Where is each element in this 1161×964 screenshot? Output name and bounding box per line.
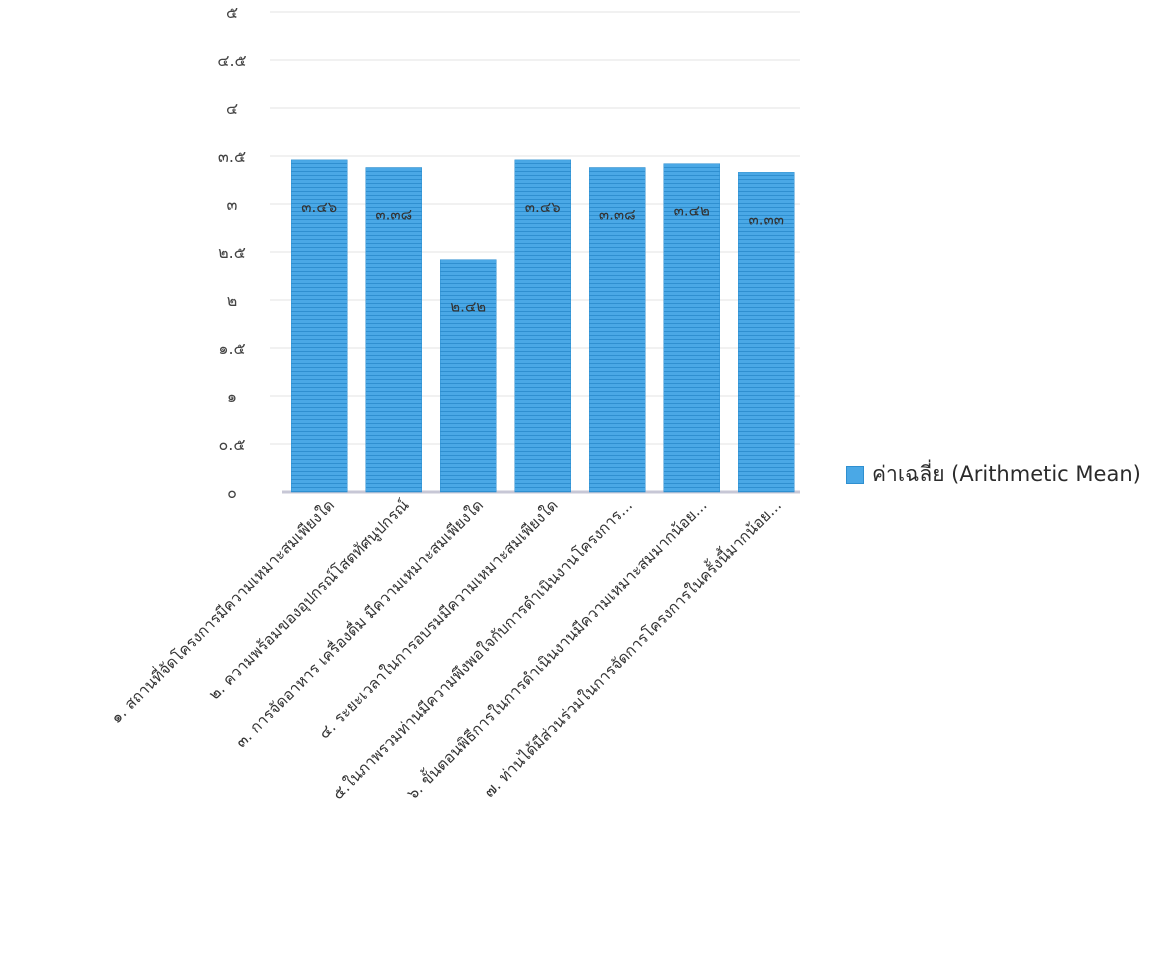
bar [738, 172, 795, 493]
y-tick-label: ๔ [226, 99, 238, 118]
bar [589, 167, 646, 493]
legend: ค่าเฉลี่ย (Arithmetic Mean) [846, 458, 1141, 491]
data-label: ๓.๔๖ [301, 198, 337, 216]
data-label: ๓.๓๘ [599, 206, 636, 224]
bar [440, 259, 497, 493]
bar [365, 167, 422, 493]
y-tick-label: ๔.๕ [217, 51, 246, 70]
bar [514, 159, 571, 493]
y-tick-label: ๑ [227, 387, 237, 406]
legend-label: ค่าเฉลี่ย (Arithmetic Mean) [872, 462, 1141, 486]
bars [291, 159, 795, 493]
y-tick-label: ๕ [226, 3, 238, 22]
bar [663, 163, 720, 493]
x-tick-label: ๓. การจัดอาหาร เครื่องดื่ม มีความเหมาะสม… [231, 495, 487, 751]
y-axis-ticks: ๐ ๐.๕ ๑ ๑.๕ ๒ ๒.๕ ๓ ๓.๕ ๔ ๔.๕ ๕ [217, 3, 246, 502]
y-tick-label: ๐ [227, 483, 237, 502]
y-tick-label: ๓.๕ [218, 147, 246, 166]
data-label: ๓.๓๘ [375, 206, 412, 224]
data-label: ๒.๔๒ [450, 298, 486, 316]
y-tick-label: ๒.๕ [218, 243, 246, 262]
data-label: ๓.๔๖ [525, 198, 561, 216]
legend-swatch [846, 465, 864, 484]
bar [291, 159, 348, 493]
x-axis-ticks: ๑. สถานที่จัดโครงการมีความเหมาะสมเพียงใด… [106, 494, 785, 803]
data-label: ๓.๔๒ [674, 202, 710, 220]
data-labels: ๓.๔๖ ๓.๓๘๒.๔๒ ๓.๔๖ ๓.๓๘ ๓.๔๒ ๓.๓๓ [301, 198, 784, 316]
data-label: ๓.๓๓ [748, 210, 784, 228]
y-tick-label: ๐.๕ [219, 435, 246, 454]
y-tick-label: ๑.๕ [218, 339, 245, 358]
y-tick-label: ๓ [227, 195, 238, 214]
y-tick-label: ๒ [227, 291, 238, 310]
